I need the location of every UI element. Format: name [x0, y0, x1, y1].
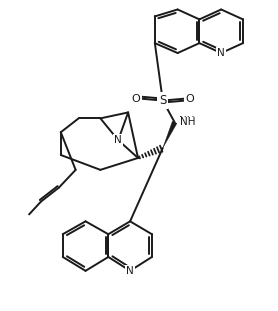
- Text: O: O: [185, 94, 194, 104]
- Text: NH: NH: [180, 117, 195, 127]
- Polygon shape: [163, 121, 177, 148]
- Text: O: O: [132, 94, 140, 104]
- Text: N: N: [114, 135, 122, 145]
- Text: N: N: [114, 135, 122, 145]
- Text: NH: NH: [178, 116, 194, 126]
- Text: O: O: [185, 94, 194, 104]
- Text: S: S: [159, 94, 167, 107]
- Text: N: N: [126, 266, 134, 276]
- Text: N: N: [126, 266, 134, 276]
- Text: O: O: [132, 94, 140, 104]
- Text: N: N: [217, 48, 225, 58]
- Text: S: S: [159, 94, 167, 107]
- Text: N: N: [217, 48, 225, 58]
